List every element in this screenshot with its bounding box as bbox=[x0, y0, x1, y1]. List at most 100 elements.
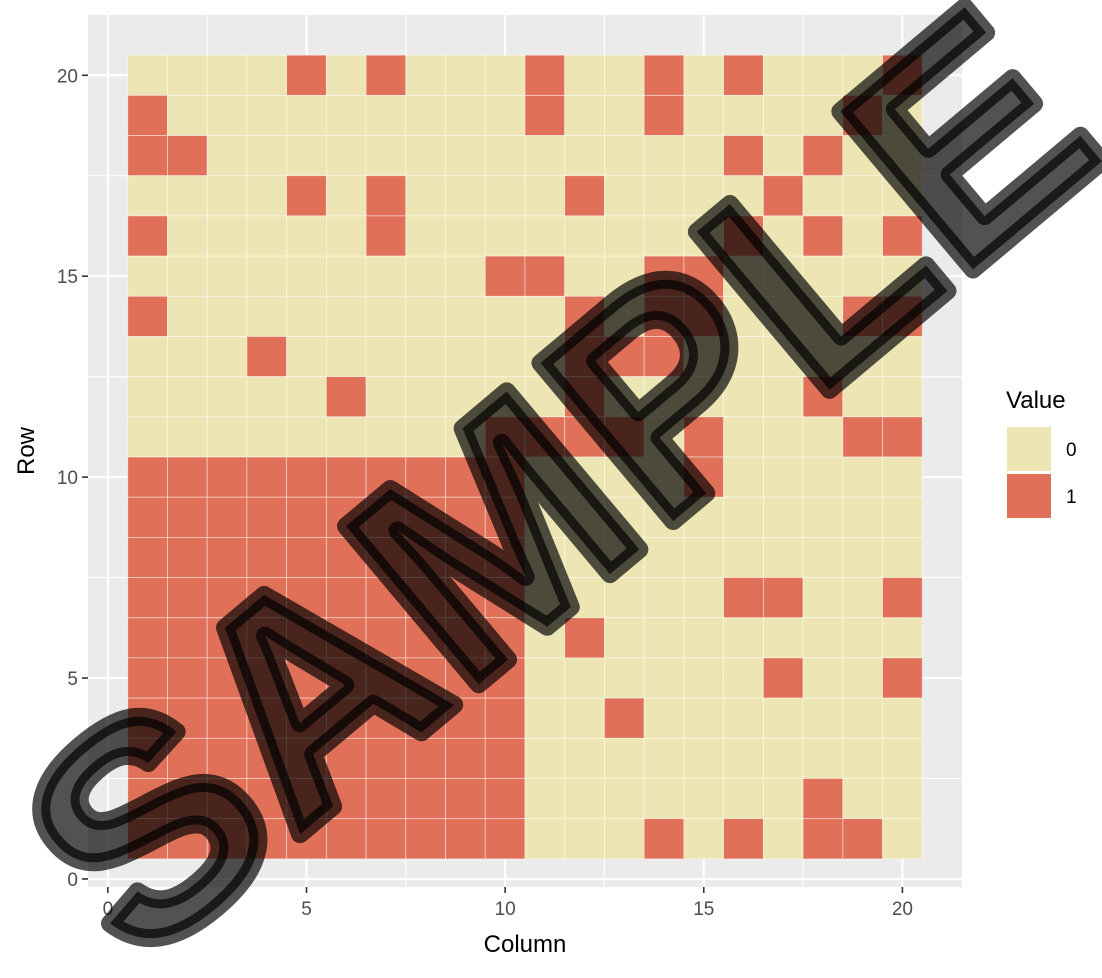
heatmap-cell bbox=[683, 737, 725, 779]
heatmap-cell bbox=[484, 818, 526, 860]
heatmap-cell bbox=[524, 376, 566, 418]
heatmap-cell bbox=[524, 94, 566, 136]
heatmap-cell bbox=[286, 94, 327, 136]
heatmap-cell bbox=[325, 255, 367, 297]
heatmap-cell bbox=[643, 496, 685, 538]
heatmap-cell bbox=[762, 737, 804, 779]
heatmap-cell bbox=[365, 737, 407, 779]
legend-swatch-0 bbox=[1007, 427, 1051, 471]
heatmap-cell bbox=[524, 737, 566, 779]
heatmap-cell bbox=[286, 778, 327, 820]
heatmap-cell bbox=[286, 135, 327, 177]
heatmap-cell bbox=[246, 255, 288, 297]
heatmap-cell bbox=[325, 215, 367, 257]
heatmap-cell bbox=[723, 336, 764, 378]
legend: Value 0 1 bbox=[1006, 387, 1077, 518]
heatmap-cell bbox=[882, 737, 923, 779]
heatmap-cell bbox=[802, 175, 844, 217]
heatmap-cell bbox=[127, 94, 168, 136]
x-tick-label: 15 bbox=[693, 899, 714, 920]
heatmap-cell bbox=[524, 135, 566, 177]
heatmap-cell bbox=[167, 295, 208, 337]
heatmap-cell bbox=[167, 135, 208, 177]
heatmap-cell bbox=[325, 697, 367, 739]
heatmap-cell bbox=[445, 657, 486, 699]
heatmap-cell bbox=[604, 255, 645, 297]
heatmap-cell bbox=[604, 818, 645, 860]
heatmap-cell bbox=[564, 737, 605, 779]
heatmap-cell bbox=[286, 536, 327, 578]
heatmap-cell bbox=[683, 336, 725, 378]
heatmap-cell bbox=[643, 54, 685, 96]
heatmap-cell bbox=[723, 376, 764, 418]
heatmap-cell bbox=[604, 54, 645, 96]
heatmap-cell bbox=[842, 737, 883, 779]
heatmap-cell bbox=[167, 215, 208, 257]
heatmap-cell bbox=[365, 175, 407, 217]
heatmap-cell bbox=[365, 496, 407, 538]
heatmap-cell bbox=[246, 536, 288, 578]
heatmap-cell bbox=[286, 54, 327, 96]
heatmap-cell bbox=[802, 577, 844, 619]
heatmap-cell bbox=[405, 94, 446, 136]
heatmap-cell bbox=[723, 697, 764, 739]
heatmap-cell bbox=[484, 577, 526, 619]
heatmap-cell bbox=[762, 536, 804, 578]
heatmap-cell bbox=[286, 657, 327, 699]
heatmap-cell bbox=[683, 215, 725, 257]
heatmap-cell bbox=[762, 175, 804, 217]
heatmap-cell bbox=[762, 94, 804, 136]
heatmap-cell bbox=[206, 496, 248, 538]
heatmap-cell bbox=[246, 818, 288, 860]
heatmap-cell bbox=[206, 336, 248, 378]
heatmap-cell bbox=[524, 416, 566, 458]
heatmap-cell bbox=[564, 657, 605, 699]
legend-title: Value bbox=[1006, 387, 1066, 414]
heatmap-cell bbox=[286, 617, 327, 659]
heatmap-cell bbox=[405, 818, 446, 860]
heatmap-cell bbox=[405, 255, 446, 297]
heatmap-cell bbox=[127, 657, 168, 699]
heatmap-cell bbox=[405, 376, 446, 418]
heatmap-cell bbox=[683, 54, 725, 96]
heatmap-cell bbox=[405, 135, 446, 177]
heatmap-cell bbox=[405, 295, 446, 337]
heatmap-cell bbox=[683, 818, 725, 860]
heatmap-cell bbox=[762, 336, 804, 378]
heatmap-cell bbox=[246, 94, 288, 136]
heatmap-cell bbox=[445, 818, 486, 860]
heatmap-cell bbox=[762, 697, 804, 739]
heatmap-cell bbox=[167, 697, 208, 739]
heatmap-cell bbox=[325, 818, 367, 860]
heatmap-cell bbox=[246, 376, 288, 418]
heatmap-cell bbox=[524, 617, 566, 659]
heatmap-cell bbox=[762, 215, 804, 257]
heatmap-cell bbox=[762, 416, 804, 458]
heatmap-cell bbox=[127, 536, 168, 578]
heatmap-cell bbox=[127, 376, 168, 418]
heatmap-cell bbox=[167, 496, 208, 538]
x-axis: 0 5 10 15 20 bbox=[103, 887, 913, 920]
heatmap-cell bbox=[842, 577, 883, 619]
heatmap-cell bbox=[286, 215, 327, 257]
heatmap-cell bbox=[802, 376, 844, 418]
heatmap-cell bbox=[564, 135, 605, 177]
heatmap-cell bbox=[325, 376, 367, 418]
heatmap-cell bbox=[564, 818, 605, 860]
heatmap-cell bbox=[167, 255, 208, 297]
heatmap-cell bbox=[524, 577, 566, 619]
heatmap-cell bbox=[802, 657, 844, 699]
heatmap-cell bbox=[762, 657, 804, 699]
heatmap-cell bbox=[683, 496, 725, 538]
heatmap-cell bbox=[365, 536, 407, 578]
heatmap-cell bbox=[127, 456, 168, 498]
heatmap-cell bbox=[167, 536, 208, 578]
heatmap-cell bbox=[445, 496, 486, 538]
heatmap-cell bbox=[604, 135, 645, 177]
heatmap-cell bbox=[723, 818, 764, 860]
heatmap-cell bbox=[643, 456, 685, 498]
heatmap-cell bbox=[842, 657, 883, 699]
heatmap-cell bbox=[604, 697, 645, 739]
heatmap-cell bbox=[167, 456, 208, 498]
heatmap-cell bbox=[882, 536, 923, 578]
